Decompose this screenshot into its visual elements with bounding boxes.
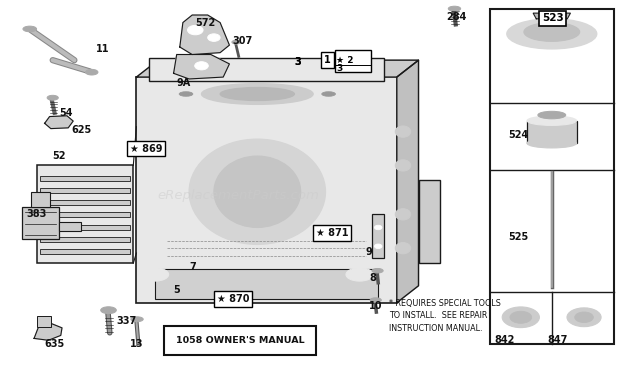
Text: * REQUIRES SPECIAL TOOLS
TO INSTALL.  SEE REPAIR
INSTRUCTION MANUAL.: * REQUIRES SPECIAL TOOLS TO INSTALL. SEE… [389, 299, 501, 333]
Text: 7: 7 [189, 262, 196, 272]
Text: 3: 3 [294, 57, 301, 67]
Ellipse shape [195, 62, 208, 70]
Text: ★ 870: ★ 870 [217, 294, 249, 304]
Ellipse shape [502, 307, 539, 327]
Bar [40, 200, 130, 205]
Polygon shape [180, 15, 229, 55]
Bar [40, 212, 130, 217]
Text: ★ 869: ★ 869 [130, 144, 162, 153]
Ellipse shape [396, 209, 410, 220]
Text: 10: 10 [369, 302, 383, 311]
Ellipse shape [396, 126, 410, 137]
Text: 337: 337 [117, 317, 137, 326]
Text: 307: 307 [232, 36, 253, 46]
Ellipse shape [141, 99, 169, 112]
Bar [490, 9, 614, 344]
Text: 5: 5 [174, 285, 180, 294]
Ellipse shape [100, 307, 117, 314]
Bar [40, 237, 130, 242]
Text: 9: 9 [366, 247, 373, 257]
FancyBboxPatch shape [335, 50, 371, 72]
Bar [22, 207, 59, 239]
Ellipse shape [141, 268, 169, 281]
Bar [59, 222, 81, 231]
Bar [149, 58, 384, 81]
Polygon shape [533, 13, 570, 19]
Text: 635: 635 [45, 339, 65, 349]
Text: 383: 383 [26, 209, 46, 219]
Ellipse shape [131, 317, 143, 322]
Text: ★ 2: ★ 2 [336, 56, 353, 65]
Ellipse shape [187, 26, 203, 35]
Text: 525: 525 [508, 232, 529, 242]
Bar [418, 180, 440, 263]
Ellipse shape [23, 26, 37, 32]
Text: 52: 52 [53, 151, 66, 161]
Bar [37, 165, 133, 263]
Ellipse shape [346, 268, 373, 281]
Bar [31, 192, 50, 207]
Bar [40, 249, 130, 254]
Ellipse shape [47, 95, 58, 100]
Ellipse shape [507, 19, 596, 49]
Ellipse shape [396, 243, 410, 254]
Text: 1058 OWNER'S MANUAL: 1058 OWNER'S MANUAL [176, 336, 304, 345]
Ellipse shape [232, 40, 241, 44]
Text: 13: 13 [130, 339, 144, 349]
Ellipse shape [527, 116, 577, 125]
Text: 3: 3 [336, 64, 342, 73]
Ellipse shape [189, 139, 326, 244]
Ellipse shape [322, 92, 335, 96]
Polygon shape [45, 116, 73, 129]
Ellipse shape [86, 70, 98, 75]
Polygon shape [397, 60, 419, 303]
Text: 625: 625 [71, 125, 92, 135]
Ellipse shape [575, 312, 593, 323]
Text: eReplacementParts.com: eReplacementParts.com [157, 189, 320, 202]
Ellipse shape [527, 139, 577, 148]
Ellipse shape [220, 88, 294, 100]
Text: ★ 871: ★ 871 [316, 228, 348, 238]
Bar [40, 188, 130, 193]
Ellipse shape [538, 111, 565, 119]
Ellipse shape [524, 23, 580, 41]
Ellipse shape [346, 99, 373, 112]
Text: 572: 572 [195, 18, 216, 27]
Text: 3: 3 [294, 57, 301, 67]
Bar [40, 224, 130, 229]
Ellipse shape [396, 160, 410, 171]
Polygon shape [34, 323, 62, 340]
Bar [136, 77, 397, 303]
Bar [527, 121, 577, 143]
Ellipse shape [370, 298, 381, 302]
Ellipse shape [208, 34, 220, 41]
Ellipse shape [510, 311, 532, 323]
Ellipse shape [448, 6, 461, 11]
FancyBboxPatch shape [164, 326, 316, 355]
Ellipse shape [374, 225, 382, 230]
Ellipse shape [214, 156, 301, 227]
Polygon shape [136, 60, 418, 77]
Ellipse shape [37, 149, 59, 158]
Ellipse shape [372, 268, 383, 273]
Bar [40, 176, 130, 181]
Text: 1: 1 [324, 55, 330, 65]
Text: 842: 842 [494, 335, 515, 345]
Text: 8: 8 [369, 273, 376, 283]
Text: 847: 847 [547, 335, 568, 345]
Bar [37, 316, 51, 327]
Text: 524: 524 [508, 130, 529, 140]
Ellipse shape [179, 92, 193, 96]
Bar [372, 214, 384, 258]
Bar [155, 269, 378, 299]
Ellipse shape [567, 308, 601, 327]
Ellipse shape [374, 244, 382, 249]
Text: 9A: 9A [177, 78, 191, 88]
Polygon shape [174, 55, 229, 79]
Text: 54: 54 [59, 108, 73, 118]
Ellipse shape [202, 84, 313, 104]
Text: 11: 11 [96, 44, 110, 54]
Text: 284: 284 [446, 12, 467, 22]
Text: 523: 523 [542, 13, 564, 23]
